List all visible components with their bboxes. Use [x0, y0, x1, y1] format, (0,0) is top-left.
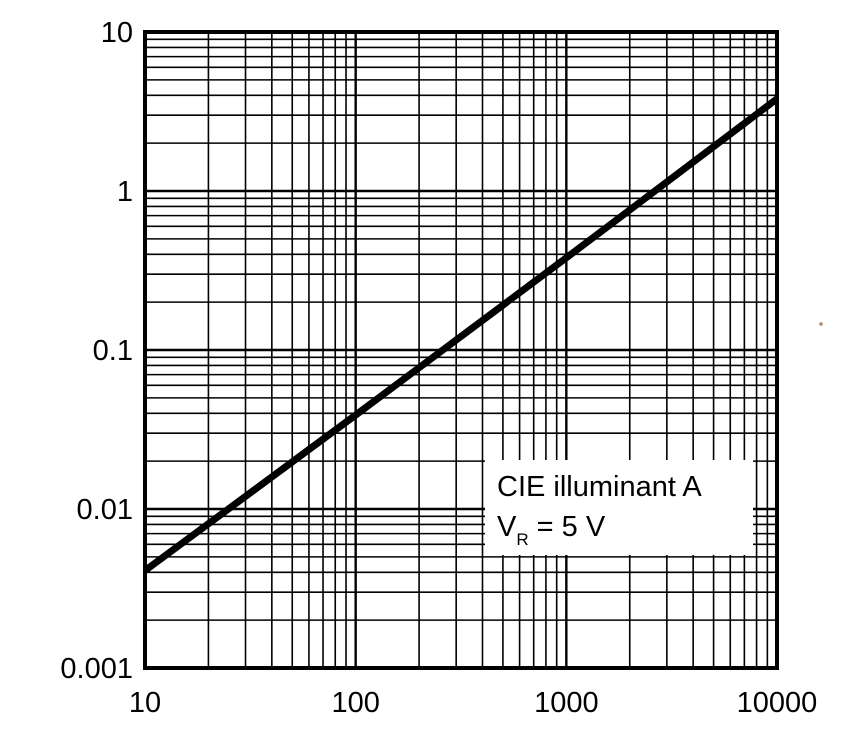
- plot-frame: [143, 30, 779, 670]
- annotation-voltage-subscript: R: [516, 530, 528, 549]
- x-tick-label: 1000: [534, 687, 599, 719]
- y-tick-label: 1: [117, 176, 133, 208]
- y-tick-label: 10: [101, 17, 133, 49]
- series-layer: [142, 96, 780, 574]
- y-tick-label: 0.1: [93, 335, 133, 367]
- x-axis-tick-labels: 10 100 1000 10000: [129, 687, 817, 719]
- x-tick-label: 100: [331, 687, 379, 719]
- grid-lines: [145, 32, 777, 668]
- series-line: [142, 96, 780, 574]
- stray-dot: [819, 322, 823, 326]
- y-tick-label: 0.001: [60, 653, 133, 685]
- annotation-background: [485, 460, 753, 555]
- y-tick-label: 0.01: [77, 494, 133, 526]
- x-tick-label: 10000: [737, 687, 818, 719]
- annotation-illuminant-label: CIE illuminant A: [497, 471, 702, 503]
- y-axis-tick-labels: 0.001 0.01 0.1 1 10: [60, 17, 133, 685]
- annotation-voltage-symbol: V: [497, 511, 517, 543]
- annotation-box: CIE illuminant A VR = 5 V: [485, 460, 753, 555]
- x-tick-label: 10: [129, 687, 161, 719]
- annotation-voltage-label: VR = 5 V: [497, 511, 606, 549]
- annotation-voltage-value: = 5 V: [529, 511, 606, 543]
